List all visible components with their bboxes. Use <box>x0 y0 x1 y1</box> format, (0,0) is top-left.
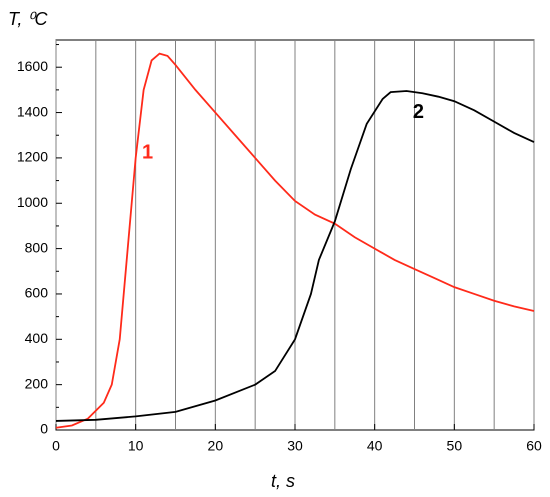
x-axis-title: t, s <box>271 471 295 491</box>
y-tick-label: 1600 <box>17 58 48 74</box>
x-tick-label: 40 <box>367 438 383 454</box>
x-tick-label: 0 <box>52 438 60 454</box>
series-label: 1 <box>142 142 153 164</box>
y-axis-title: T, ⁰C <box>8 9 49 29</box>
y-tick-label: 0 <box>40 421 48 437</box>
line-series <box>55 52 535 429</box>
y-tick-label: 800 <box>25 239 49 255</box>
y-tick-label: 600 <box>25 285 49 301</box>
x-tick-label: 20 <box>208 438 224 454</box>
x-tick-label: 60 <box>526 438 542 454</box>
y-tick-label: 1400 <box>17 103 48 119</box>
line-series <box>55 90 535 422</box>
y-tick-label: 200 <box>25 375 49 391</box>
y-tick-label: 400 <box>25 330 49 346</box>
series-label: 2 <box>413 101 424 123</box>
x-tick-label: 30 <box>287 438 303 454</box>
x-tick-label: 10 <box>128 438 144 454</box>
x-tick-label: 50 <box>447 438 463 454</box>
y-tick-label: 1200 <box>17 149 48 165</box>
y-tick-label: 1000 <box>17 194 48 210</box>
